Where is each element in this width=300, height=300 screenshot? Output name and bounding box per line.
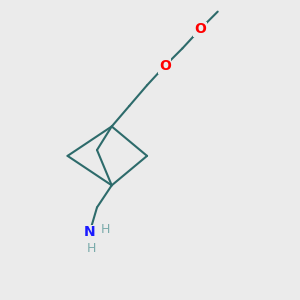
Text: O: O — [159, 59, 171, 73]
Text: H: H — [86, 242, 96, 255]
Text: O: O — [194, 22, 206, 36]
Text: N: N — [84, 225, 95, 239]
Text: H: H — [101, 223, 110, 236]
